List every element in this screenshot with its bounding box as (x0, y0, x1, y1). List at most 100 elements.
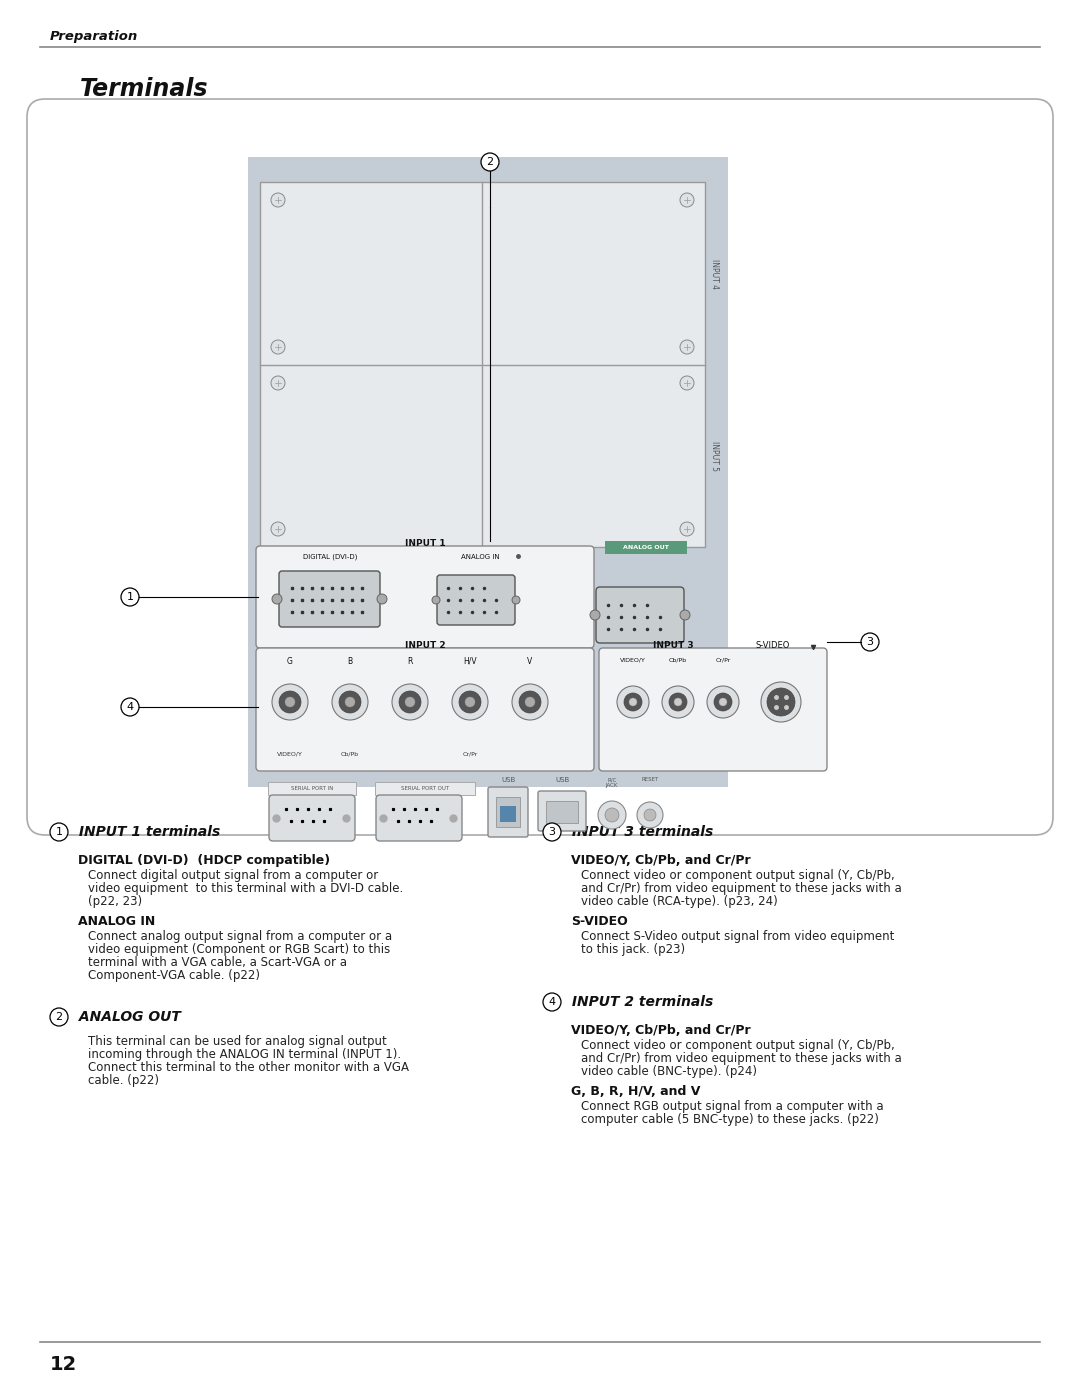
Text: 4: 4 (126, 703, 134, 712)
Text: R: R (407, 657, 413, 666)
Text: VIDEO/Y: VIDEO/Y (278, 752, 302, 757)
Text: cable. (p22): cable. (p22) (87, 1074, 159, 1087)
Bar (496, 798, 519, 827)
Text: ANALOG IN: ANALOG IN (461, 555, 499, 560)
Text: VIDEO/Y: VIDEO/Y (620, 657, 646, 662)
Text: Cb/Pb: Cb/Pb (669, 657, 687, 662)
Circle shape (598, 800, 626, 828)
Text: INPUT 5: INPUT 5 (710, 441, 719, 471)
Circle shape (121, 698, 139, 717)
FancyBboxPatch shape (437, 576, 515, 624)
Text: Component-VGA cable. (p22): Component-VGA cable. (p22) (87, 970, 260, 982)
Circle shape (861, 633, 879, 651)
Circle shape (543, 823, 561, 841)
Text: terminal with a VGA cable, a Scart-VGA or a: terminal with a VGA cable, a Scart-VGA o… (87, 956, 347, 970)
Text: DIGITAL (DVI-D): DIGITAL (DVI-D) (302, 555, 357, 560)
Text: USB: USB (501, 777, 515, 782)
FancyBboxPatch shape (279, 571, 380, 627)
Text: S-VIDEO: S-VIDEO (756, 641, 791, 650)
Circle shape (680, 193, 694, 207)
Circle shape (624, 693, 642, 711)
Text: INPUT 2: INPUT 2 (405, 641, 445, 650)
Circle shape (377, 594, 387, 604)
Circle shape (662, 686, 694, 718)
Text: SERIAL PORT IN: SERIAL PORT IN (291, 785, 334, 791)
Text: 3: 3 (866, 637, 874, 647)
Text: Cr/Pr: Cr/Pr (715, 657, 731, 662)
Text: Connect video or component output signal (Y, Cb/Pb,: Connect video or component output signal… (581, 1039, 894, 1052)
Text: RESET: RESET (642, 777, 659, 782)
Circle shape (707, 686, 739, 718)
Circle shape (512, 597, 519, 604)
Circle shape (714, 693, 732, 711)
Text: 2: 2 (55, 1011, 63, 1023)
Circle shape (767, 687, 795, 717)
Text: Connect this terminal to the other monitor with a VGA: Connect this terminal to the other monit… (87, 1060, 409, 1074)
Text: Connect analog output signal from a computer or a: Connect analog output signal from a comp… (87, 930, 392, 943)
Text: video cable (RCA-type). (p23, 24): video cable (RCA-type). (p23, 24) (581, 895, 778, 908)
Circle shape (339, 692, 361, 712)
Circle shape (719, 698, 727, 705)
Circle shape (465, 697, 475, 707)
FancyBboxPatch shape (376, 795, 462, 841)
Bar (605, 541, 687, 555)
Circle shape (680, 339, 694, 353)
Text: 12: 12 (50, 1355, 78, 1375)
Text: G: G (287, 657, 293, 666)
Bar (546, 800, 578, 823)
Circle shape (637, 802, 663, 828)
FancyBboxPatch shape (256, 546, 594, 648)
Text: R/C
JACK: R/C JACK (606, 777, 618, 788)
Text: S-VIDEO: S-VIDEO (571, 915, 627, 928)
Circle shape (761, 682, 801, 722)
FancyBboxPatch shape (488, 787, 528, 837)
Text: INPUT 3 terminals: INPUT 3 terminals (567, 826, 713, 840)
FancyBboxPatch shape (538, 791, 586, 831)
Circle shape (674, 698, 681, 705)
Circle shape (617, 686, 649, 718)
Circle shape (121, 588, 139, 606)
Text: VIDEO/Y, Cb/Pb, and Cr/Pr: VIDEO/Y, Cb/Pb, and Cr/Pr (571, 1024, 751, 1037)
Text: INPUT 4: INPUT 4 (710, 258, 719, 289)
Text: USB: USB (555, 777, 569, 782)
Text: ANALOG OUT: ANALOG OUT (75, 1010, 180, 1024)
Text: 1: 1 (55, 827, 63, 837)
Text: This terminal can be used for analog signal output: This terminal can be used for analog sig… (87, 1035, 387, 1048)
Text: Preparation: Preparation (50, 29, 138, 43)
Circle shape (459, 692, 481, 712)
Circle shape (272, 685, 308, 719)
FancyBboxPatch shape (27, 99, 1053, 835)
Circle shape (405, 697, 415, 707)
Text: ANALOG IN: ANALOG IN (78, 915, 156, 928)
Circle shape (271, 339, 285, 353)
Circle shape (525, 697, 535, 707)
Text: (p22, 23): (p22, 23) (87, 895, 143, 908)
Circle shape (644, 809, 656, 821)
FancyBboxPatch shape (269, 795, 355, 841)
Bar (500, 806, 516, 821)
Text: G, B, R, H/V, and V: G, B, R, H/V, and V (571, 1085, 700, 1098)
Circle shape (392, 685, 428, 719)
Text: Connect video or component output signal (Y, Cb/Pb,: Connect video or component output signal… (581, 869, 894, 882)
Text: video equipment (Component or RGB Scart) to this: video equipment (Component or RGB Scart)… (87, 943, 390, 956)
Circle shape (399, 692, 421, 712)
Text: 3: 3 (549, 827, 555, 837)
Circle shape (271, 522, 285, 536)
Text: H/V: H/V (463, 657, 476, 666)
Text: V: V (527, 657, 532, 666)
Text: SERIAL PORT OUT: SERIAL PORT OUT (401, 785, 449, 791)
Text: and Cr/Pr) from video equipment to these jacks with a: and Cr/Pr) from video equipment to these… (581, 1052, 902, 1065)
Text: Cr/Pr: Cr/Pr (462, 752, 477, 757)
Text: INPUT 2 terminals: INPUT 2 terminals (567, 995, 713, 1009)
Circle shape (332, 685, 368, 719)
Circle shape (50, 1009, 68, 1025)
Text: computer cable (5 BNC-type) to these jacks. (p22): computer cable (5 BNC-type) to these jac… (581, 1113, 879, 1126)
Circle shape (629, 698, 637, 705)
Text: 1: 1 (126, 592, 134, 602)
Circle shape (50, 823, 68, 841)
Text: 4: 4 (549, 997, 555, 1007)
Circle shape (345, 697, 355, 707)
Text: video equipment  to this terminal with a DVI-D cable.: video equipment to this terminal with a … (87, 882, 403, 895)
Circle shape (680, 610, 690, 620)
Text: 2: 2 (486, 156, 494, 168)
